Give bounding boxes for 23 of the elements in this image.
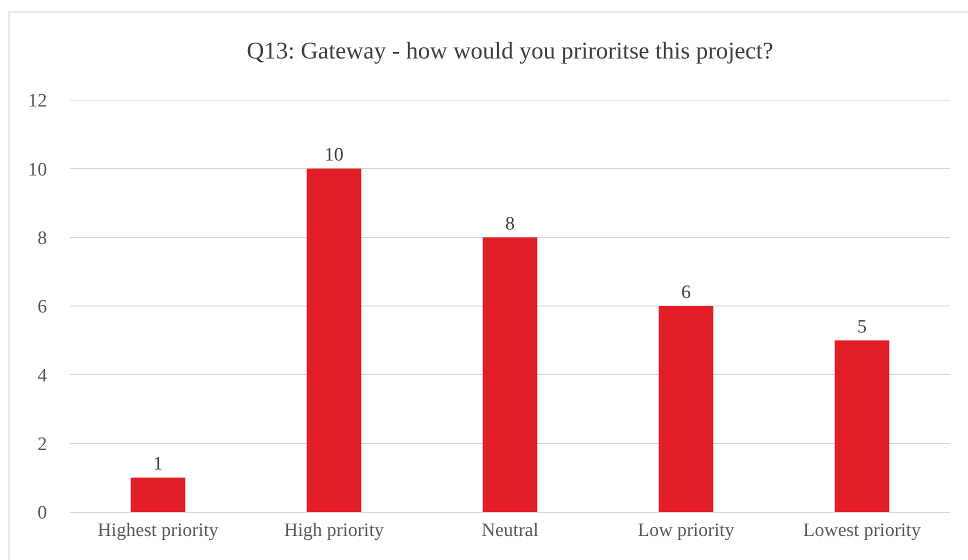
y-tick-label: 2 <box>38 434 47 455</box>
bar <box>834 340 890 512</box>
bar <box>658 306 714 512</box>
x-tick-label: High priority <box>284 520 384 541</box>
y-tick-label: 12 <box>28 90 47 112</box>
y-tick-label: 0 <box>38 502 47 524</box>
chart-title: Q13: Gateway - how would you priroritse this project? <box>246 38 774 64</box>
data-label: 5 <box>857 316 867 338</box>
x-tick-label: Neutral <box>482 520 538 541</box>
bar <box>482 237 538 512</box>
y-tick-label: 4 <box>38 365 48 386</box>
bar <box>306 168 362 512</box>
data-label: 10 <box>324 144 344 166</box>
y-tick-label: 10 <box>28 159 47 180</box>
y-tick-label: 6 <box>38 296 47 318</box>
bar <box>130 478 186 512</box>
x-tick-label: Lowest priority <box>803 520 922 541</box>
data-label: 8 <box>505 213 515 234</box>
data-label: 6 <box>681 282 691 303</box>
x-tick-label: Highest priority <box>98 520 219 541</box>
x-tick-label: Low priority <box>638 520 735 541</box>
data-label: 1 <box>153 454 163 475</box>
y-tick-label: 8 <box>38 228 47 249</box>
